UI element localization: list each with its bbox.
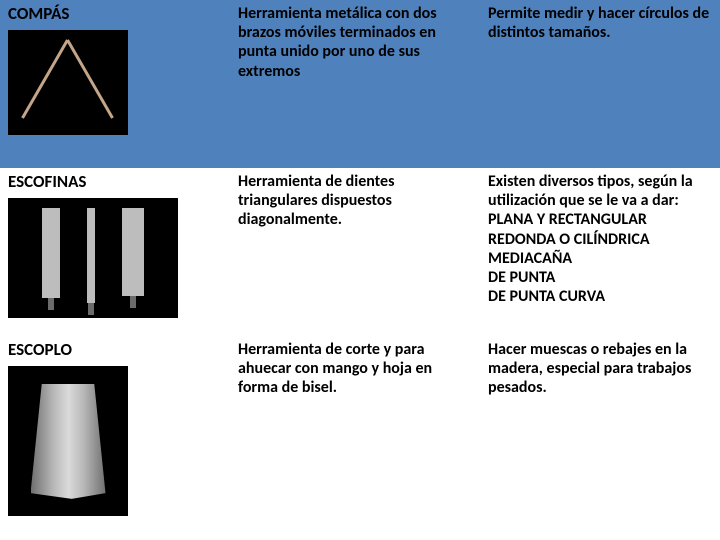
tool-table: COMPÁS Herramienta metálica con dos braz… bbox=[0, 0, 720, 536]
rasp-icon bbox=[8, 198, 178, 318]
cell-name: ESCOPLO bbox=[0, 336, 230, 536]
cell-name: ESCOFINAS bbox=[0, 168, 230, 336]
compass-icon bbox=[8, 30, 128, 135]
tool-name: ESCOPLO bbox=[8, 340, 222, 360]
tool-name: ESCOFINAS bbox=[8, 172, 222, 192]
tool-definition: Herramienta metálica con dos brazos móvi… bbox=[230, 0, 480, 168]
tool-definition: Herramienta de corte y para ahuecar con … bbox=[230, 336, 480, 536]
tool-usage: Hacer muescas o rebajes en la madera, es… bbox=[480, 336, 720, 536]
table-row: ESCOFINAS Herramienta de dientes triangu… bbox=[0, 168, 720, 336]
cell-name: COMPÁS bbox=[0, 0, 230, 168]
tool-image-escofinas bbox=[8, 198, 178, 318]
table-row: ESCOPLO Herramienta de corte y para ahue… bbox=[0, 336, 720, 536]
tool-definition: Herramienta de dientes triangulares disp… bbox=[230, 168, 480, 336]
tool-usage: Permite medir y hacer círculos de distin… bbox=[480, 0, 720, 168]
chisel-icon bbox=[8, 366, 128, 516]
tool-image-escoplo bbox=[8, 366, 128, 516]
tool-name: COMPÁS bbox=[8, 4, 222, 24]
tool-usage: Existen diversos tipos, según la utiliza… bbox=[480, 168, 720, 336]
tool-image-compass bbox=[8, 30, 128, 135]
table-row: COMPÁS Herramienta metálica con dos braz… bbox=[0, 0, 720, 168]
